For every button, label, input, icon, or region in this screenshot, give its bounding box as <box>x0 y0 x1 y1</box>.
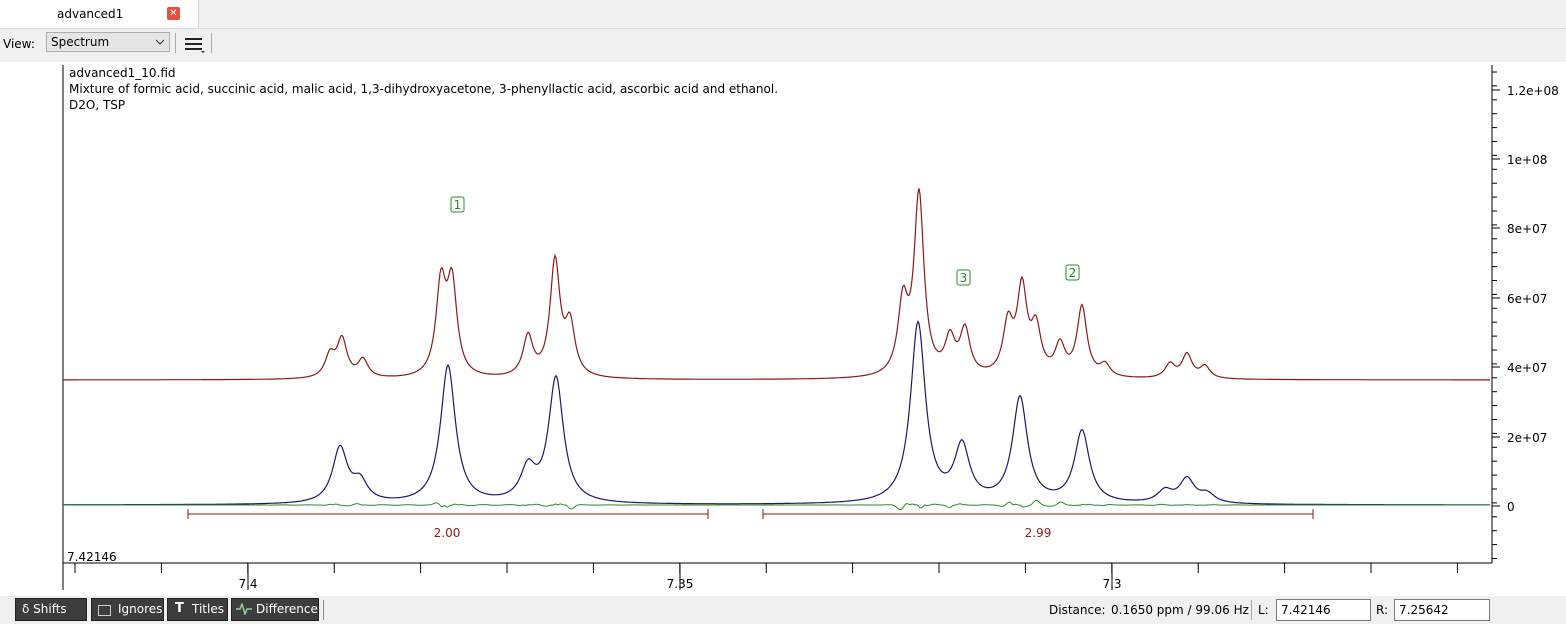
plot-background <box>0 62 1566 596</box>
y-tick-label: 8e+07 <box>1507 222 1547 236</box>
view-select[interactable]: Spectrum <box>46 32 170 52</box>
separator <box>323 600 324 620</box>
x-tick-label: 7.35 <box>667 577 694 591</box>
separator <box>211 33 212 53</box>
x-tick-label: 7.3 <box>1102 577 1121 591</box>
distance-label: Distance: <box>1049 603 1106 617</box>
peak-label[interactable]: 3 <box>960 271 968 285</box>
peak-label-box <box>956 269 971 286</box>
description: Mixture of formic acid, succinic acid, m… <box>69 82 778 96</box>
spectrum-plot: advanced1_10.fid Mixture of formic acid,… <box>0 62 1566 596</box>
peak-label[interactable]: 1 <box>454 198 462 212</box>
integral-label: 2.99 <box>1025 526 1052 540</box>
spectrum-curve <box>63 320 1490 506</box>
distance-value: 0.1650 ppm / 99.06 Hz <box>1111 603 1249 617</box>
tab-close[interactable]: ✕ <box>167 7 180 20</box>
y-tick-label: 6e+07 <box>1507 292 1547 306</box>
x-tick-label: 7.4 <box>238 577 257 591</box>
view-value: Spectrum <box>51 35 110 49</box>
peak-label-box <box>1065 264 1080 281</box>
r-input[interactable] <box>1394 599 1490 621</box>
y-tick-label: 2e+07 <box>1507 431 1547 445</box>
difference-curve <box>63 499 1490 511</box>
spectrum-curve <box>63 188 1490 381</box>
y-tick-label: 1e+08 <box>1507 153 1547 167</box>
file-name: advanced1_10.fid <box>69 66 176 80</box>
cursor-value: 7.42146 <box>67 550 117 564</box>
dropdown-arrow <box>155 39 165 45</box>
peak-label-box <box>450 196 465 213</box>
solvent: D2O, TSP <box>69 98 125 112</box>
shifts-button[interactable]: δ Shifts <box>15 598 87 621</box>
r-label: R: <box>1376 603 1389 617</box>
difference-button[interactable]: Difference <box>231 598 319 621</box>
tab-title: advanced1 <box>57 7 124 21</box>
ignores-icon <box>98 605 111 616</box>
tab-bar: advanced1 ✕ <box>0 0 1566 29</box>
peak-label[interactable]: 2 <box>1069 266 1077 280</box>
tab[interactable]: advanced1 <box>0 0 199 28</box>
difference-icon <box>236 603 252 615</box>
l-label: L: <box>1258 603 1269 617</box>
titles-icon: T <box>175 601 184 616</box>
l-input[interactable] <box>1276 599 1371 621</box>
separator <box>1251 600 1252 620</box>
separator <box>175 33 176 53</box>
y-tick-label: 0 <box>1507 500 1515 514</box>
titles-button[interactable]: Titles <box>167 598 228 621</box>
view-label: View: <box>3 37 35 51</box>
toolbar: View: Spectrum <box>0 29 1566 62</box>
y-tick-label: 4e+07 <box>1507 361 1547 375</box>
integral-label: 2.00 <box>434 526 461 540</box>
y-tick-label: 1.2e+08 <box>1507 84 1559 98</box>
menu-button[interactable] <box>184 37 206 53</box>
